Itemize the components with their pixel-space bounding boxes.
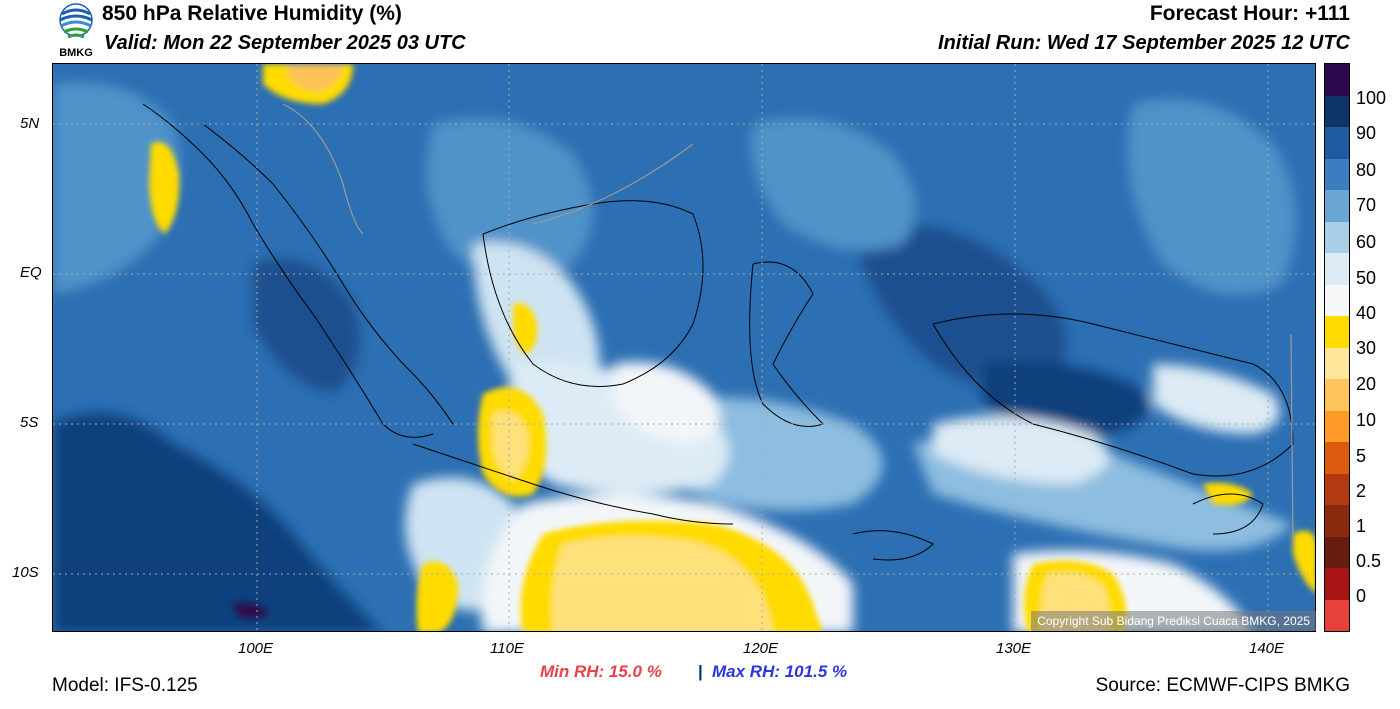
colorbar-label: 2 (1356, 481, 1367, 501)
model-label: Model: IFS-0.125 (52, 675, 198, 696)
colorbar-label: 70 (1356, 195, 1377, 215)
colorbar-label: 20 (1356, 374, 1377, 394)
colorbar-segment (1325, 410, 1349, 442)
timor-coast (852, 530, 934, 561)
dry-yellow-southwest (416, 561, 458, 631)
valid-time: Valid: Mon 22 September 2025 03 UTC (104, 32, 466, 54)
initial-run: Initial Run: Wed 17 September 2025 12 UT… (938, 32, 1350, 54)
deep-humid-southwest (53, 412, 381, 631)
south-papua-coast (1192, 493, 1264, 535)
colorbar-segment (1325, 190, 1349, 222)
moist-north-central (751, 118, 916, 251)
java-coast (412, 443, 734, 525)
forecast-hour: Forecast Hour: +111 (1149, 2, 1350, 25)
lat-label-5s: 5S (20, 414, 39, 431)
colorbar-segment (1325, 127, 1349, 159)
source-label: Source: ECMWF-CIPS BMKG (1095, 675, 1350, 696)
dry-orange-north (288, 64, 343, 92)
max-humid-spot (233, 602, 268, 619)
colorbar-segment (1325, 253, 1349, 285)
moist-northwest (53, 82, 180, 294)
sumatra-east-coast (202, 123, 454, 425)
chart-title: 850 hPa Relative Humidity (%) (102, 2, 402, 25)
colorbar-label: 1 (1356, 516, 1367, 536)
colorbar-segment (1325, 505, 1349, 537)
colorbar (1324, 63, 1350, 632)
lat-label-10s: 10S (12, 564, 39, 581)
colorbar-label: 50 (1356, 268, 1377, 288)
lon-label-140e: 140E (1249, 640, 1285, 657)
bmkg-logo (52, 2, 100, 60)
copyright-notice: Copyright Sub Bidang Prediksi Cuaca BMKG… (1031, 611, 1316, 631)
min-rh: Min RH: 15.0 % (540, 662, 662, 681)
country-borders (282, 103, 1294, 545)
colorbar-label: 10 (1356, 410, 1377, 430)
dry-yellow-east (1293, 530, 1315, 593)
map-canvas (53, 64, 1315, 631)
sulawesi-coast (749, 261, 824, 427)
colorbar-label: 80 (1356, 160, 1377, 180)
colorbar-segment (1325, 64, 1349, 96)
colorbar-label: 100 (1356, 88, 1387, 108)
lat-label-eq: EQ (20, 264, 42, 281)
colorbar-segment (1325, 158, 1349, 190)
dry-yellow-andaman (149, 142, 180, 234)
colorbar-segment (1325, 536, 1349, 568)
light-papua (1153, 364, 1280, 434)
borneo-border (532, 143, 694, 225)
colorbar-segment (1325, 568, 1349, 600)
dry-yellow-borneo (513, 303, 538, 354)
deep-humid-banda (983, 361, 1149, 436)
lat-label-5n: 5N (20, 115, 40, 132)
moist-pacific (1127, 99, 1296, 296)
colorbar-segment (1325, 221, 1349, 253)
light-banda-south (933, 416, 1109, 484)
colorbar-segment (1325, 599, 1349, 631)
dry-cream-belitung (493, 411, 529, 479)
colorbar-segment (1325, 347, 1349, 379)
dry-white-java-sea (613, 362, 720, 444)
max-rh: Max RH: 101.5 % (712, 662, 848, 681)
colorbar-label: 40 (1356, 303, 1377, 323)
colorbar-segment (1325, 284, 1349, 316)
colorbar-segment (1325, 316, 1349, 348)
papua-border (1290, 333, 1294, 545)
dry-cream-australia (551, 536, 773, 631)
colorbar-label: 5 (1356, 446, 1367, 466)
humid-sumatra (253, 259, 360, 394)
colorbar-label: 0 (1356, 586, 1367, 606)
malay-border (282, 103, 364, 235)
deep-humid-east (853, 224, 1067, 391)
colorbar-label: 30 (1356, 338, 1377, 358)
colorbar-label: 60 (1356, 232, 1377, 252)
colorbar-label: 90 (1356, 123, 1377, 143)
colorbar-segment (1325, 473, 1349, 505)
lon-label-100e: 100E (238, 640, 274, 657)
coastlines (142, 103, 1294, 561)
colorbar-segment (1325, 379, 1349, 411)
logo-text: BMKG (59, 47, 93, 59)
colorbar-segment (1325, 95, 1349, 127)
colorbar-segment (1325, 442, 1349, 474)
lon-label-120e: 120E (743, 640, 779, 657)
colorbar-label: 0.5 (1356, 551, 1382, 571)
lon-label-130e: 130E (996, 640, 1032, 657)
humidity-map (52, 63, 1316, 632)
lon-label-110e: 110E (490, 640, 524, 657)
gridlines (53, 64, 1315, 631)
moist-borneo-north (426, 118, 593, 277)
footer-separator: | (698, 662, 703, 681)
